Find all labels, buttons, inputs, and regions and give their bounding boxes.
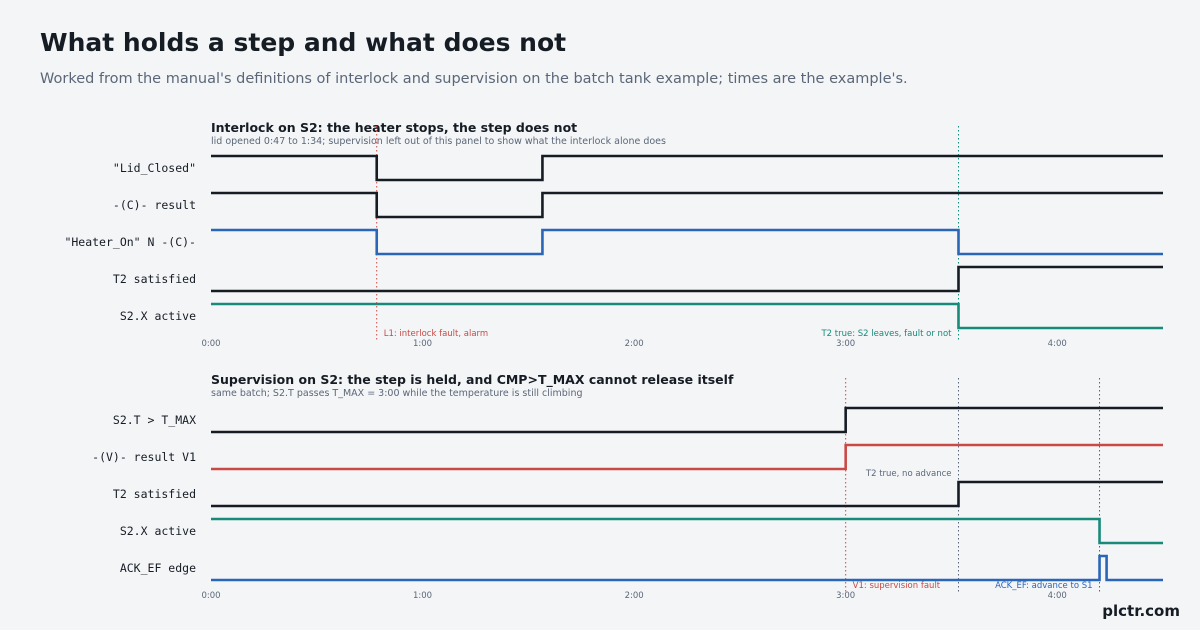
marker-annotation: ACK_EF: advance to S1 (995, 581, 1092, 591)
x-tick-label: 3:00 (836, 339, 855, 349)
panel-title: Supervision on S2: the step is held, and… (211, 372, 734, 388)
x-tick-label: 4:00 (1048, 591, 1067, 601)
signal-trace (211, 517, 1163, 545)
marker-annotation: V1: supervision fault (853, 581, 941, 591)
signal-label: "Heater_On" N -(C)- (64, 235, 196, 249)
signal-label: S2.X active (120, 309, 196, 323)
x-tick-label: 2:00 (625, 591, 644, 601)
signal-label: T2 satisfied (113, 487, 196, 501)
marker-annotation: T2 true, no advance (865, 469, 952, 479)
panel-title: Interlock on S2: the heater stops, the s… (211, 120, 577, 135)
x-tick-label: 3:00 (836, 591, 855, 601)
signal-trace (211, 554, 1163, 582)
signal-trace (211, 480, 1163, 508)
signal-trace (211, 265, 1163, 293)
signal-label: T2 satisfied (113, 272, 196, 286)
signal-label: S2.X active (120, 524, 196, 538)
chart-subtitle: Worked from the manual's definitions of … (40, 71, 908, 87)
signal-trace (211, 228, 1163, 256)
panel-subtitle: lid opened 0:47 to 1:34; supervision lef… (211, 136, 666, 147)
x-tick-label: 1:00 (413, 339, 432, 349)
signal-label: "Lid_Closed" (113, 161, 196, 175)
x-tick-label: 2:00 (625, 339, 644, 349)
signal-label: -(C)- result (113, 198, 196, 212)
x-tick-label: 1:00 (413, 591, 432, 601)
marker-annotation: T2 true: S2 leaves, fault or not (820, 329, 952, 339)
signal-trace (211, 302, 1163, 330)
x-tick-label: 0:00 (201, 591, 220, 601)
signal-label: -(V)- result V1 (92, 450, 196, 464)
signal-label: S2.T > T_MAX (113, 413, 196, 427)
marker-annotation: L1: interlock fault, alarm (384, 329, 488, 339)
panel-subtitle: same batch; S2.T passes T_MAX = 3:00 whi… (211, 388, 583, 399)
x-tick-label: 4:00 (1048, 339, 1067, 349)
signal-trace (211, 443, 1163, 471)
signal-label: ACK_EF edge (120, 561, 196, 575)
signal-trace (211, 191, 1163, 219)
chart-title: What holds a step and what does not (40, 28, 567, 57)
signal-trace (211, 406, 1163, 434)
x-tick-label: 0:00 (201, 339, 220, 349)
brand-logo-text: plctr.com (1102, 602, 1180, 620)
signal-trace (211, 154, 1163, 182)
